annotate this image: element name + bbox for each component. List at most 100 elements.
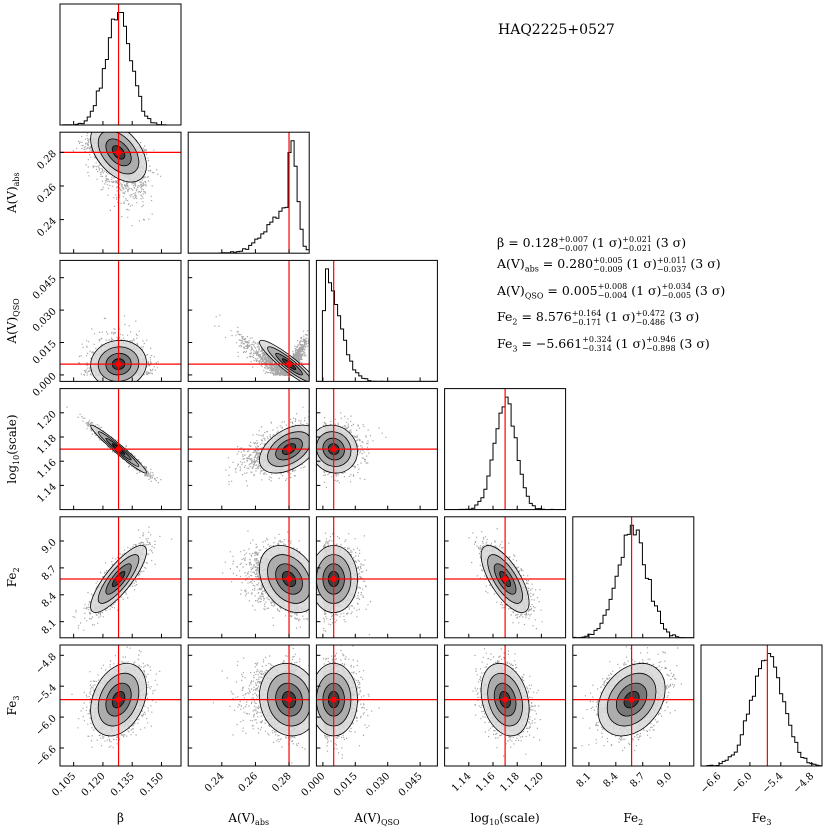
x-tick-label: 0.045: [397, 771, 425, 799]
best-fit-marker: [330, 696, 337, 703]
panel-frame: [59, 3, 182, 126]
y-axis-label-fe3: Fe3: [5, 696, 21, 716]
histogram-beta: [60, 12, 181, 125]
x-axis-label-fe2: Fe2: [623, 811, 643, 827]
y-tick-label: 0.015: [31, 339, 59, 367]
best-fit-marker: [115, 361, 122, 368]
panel-avabs-vs-beta: 0.24 0.26 0.28: [35, 131, 182, 254]
panel-fe2-vs-avabs: [187, 516, 310, 639]
panel-frame: [444, 388, 567, 511]
best-fit-marker: [330, 446, 337, 453]
panel-frame: [187, 516, 310, 639]
panel-frame: [572, 644, 695, 767]
y-tick-label: −6.6: [34, 744, 59, 769]
panel-fe3-vs-beta: 0.105 0.120 0.135 0.150 −6.6 −6.0 −5.4 −4.8: [34, 644, 182, 799]
panel-fe3-vs-logscale: 1.14 1.16 1.18 1.20: [444, 644, 567, 795]
x-tick-label: 1.16: [474, 771, 498, 795]
panel-frame: [187, 644, 310, 767]
stat-fe2: Fe2 = 8.576 +0.164 −0.171 (1 σ) +0.472 −0.48…: [497, 308, 700, 327]
best-fit-marker: [502, 576, 509, 583]
y-tick-label: 9.0: [40, 537, 59, 556]
x-tick-label: 0.24: [203, 771, 227, 795]
best-fit-marker: [286, 696, 293, 703]
x-axis-label-fe3: Fe3: [752, 811, 772, 827]
x-tick-label: 8.1: [575, 771, 594, 790]
y-tick-label: −4.8: [34, 651, 59, 676]
x-tick-label: 0.120: [80, 771, 108, 799]
x-tick-label: 1.18: [498, 771, 522, 795]
best-fit-marker: [115, 446, 122, 453]
panel-logscale-vs-logscale: [444, 388, 567, 511]
y-tick-label: 0.24: [35, 216, 59, 240]
x-tick-label: 0.030: [364, 771, 392, 799]
panel-frame: [315, 259, 438, 382]
y-tick-label: 0.26: [35, 182, 59, 206]
panel-frame: [59, 516, 182, 639]
best-fit-marker: [286, 361, 293, 368]
y-tick-label: −5.4: [34, 682, 59, 707]
panel-frame: [315, 388, 438, 511]
y-tick-label: 0.045: [31, 274, 59, 302]
best-fit-marker: [286, 576, 293, 583]
panel-frame: [700, 644, 823, 767]
histogram-fe3: [701, 653, 822, 766]
best-fit-marker: [502, 696, 509, 703]
panel-fe2-vs-avqso: [315, 516, 438, 639]
x-tick-label: 8.7: [628, 771, 647, 790]
stat-avabs: A(V)abs = 0.280 +0.005 −0.009 (1 σ) +0.011−…: [497, 255, 721, 274]
x-axis-label-beta: β: [117, 811, 124, 825]
y-axis-label-logscale: log10(scale): [5, 414, 21, 483]
histogram-avabs: [188, 140, 310, 254]
x-tick-label: 0.135: [109, 771, 137, 799]
x-tick-label: 0.000: [300, 771, 328, 799]
x-tick-label: −4.8: [791, 771, 816, 796]
y-axis-label-avabs: A(V)abs: [5, 172, 21, 214]
panel-fe2-vs-logscale: [444, 516, 567, 639]
x-tick-label: 0.105: [50, 771, 78, 799]
panel-frame: [59, 259, 182, 382]
y-tick-label: −6.0: [34, 713, 59, 738]
panel-fe2-vs-beta: 8.1 8.4 8.7 9.0: [40, 516, 182, 639]
x-tick-label: 9.0: [655, 771, 674, 790]
x-tick-label: 1.20: [523, 771, 547, 795]
y-tick-label: 0.28: [35, 148, 59, 172]
x-tick-label: −6.6: [699, 771, 724, 796]
panel-frame: [444, 516, 567, 639]
x-tick-label: −5.4: [761, 771, 786, 796]
y-tick-label: 0.000: [31, 371, 59, 399]
panel-fe3-vs-avqso: 0.000 0.015 0.030 0.045: [300, 644, 438, 799]
panel-logscale-vs-beta: 1.141.161.181.20: [35, 388, 182, 511]
best-fit-marker: [115, 696, 122, 703]
best-fit-marker: [115, 576, 122, 583]
stat-fe3: Fe3 = −5.661 +0.324 −0.314 (1 σ) +0.946 −0.8…: [497, 335, 710, 353]
stats-summary: β = 0.128 +0.007 −0.007 (1 σ) +0.021 −0.021 …: [497, 232, 725, 359]
y-axis-label-avqso: A(V)QSO: [5, 298, 21, 345]
panel-frame: [59, 131, 182, 254]
panel-frame: [59, 644, 182, 767]
panel-frame: [315, 516, 438, 639]
histogram-avqso: [316, 268, 438, 382]
panel-fe3-vs-avabs: 0.24 0.26 0.28: [187, 644, 310, 795]
y-tick-label: 1.20: [35, 409, 59, 433]
histogram-fe2: [572, 524, 694, 638]
y-tick-label: 8.7: [40, 564, 59, 583]
panel-frame: [187, 259, 310, 382]
x-tick-label: 0.015: [332, 771, 360, 799]
panel-frame: [59, 388, 182, 511]
panel-frame: [444, 644, 567, 767]
panel-frame: [315, 644, 438, 767]
panel-avqso-vs-beta: 0.000 0.015 0.030 0.045: [31, 259, 182, 399]
best-fit-marker: [115, 149, 122, 156]
x-tick-label: 0.26: [237, 771, 261, 795]
x-axis-label-logscale: log10(scale): [470, 811, 539, 827]
best-fit-marker: [628, 696, 635, 703]
stat-beta: β = 0.128 +0.007 −0.007 (1 σ) +0.021 −0.021 …: [497, 234, 687, 253]
figure-title: HAQ2225+0527: [498, 22, 615, 38]
panel-beta-vs-beta: [59, 3, 182, 126]
y-tick-label: 8.1: [40, 618, 59, 637]
best-fit-marker: [286, 446, 293, 453]
stat-avqso: A(V)QSO = 0.005 +0.008 −0.004 (1 σ) +0.034−…: [497, 282, 726, 300]
panel-avqso-vs-avqso: [315, 259, 438, 382]
x-tick-label: 8.4: [601, 771, 620, 790]
y-tick-label: 1.16: [35, 457, 59, 481]
